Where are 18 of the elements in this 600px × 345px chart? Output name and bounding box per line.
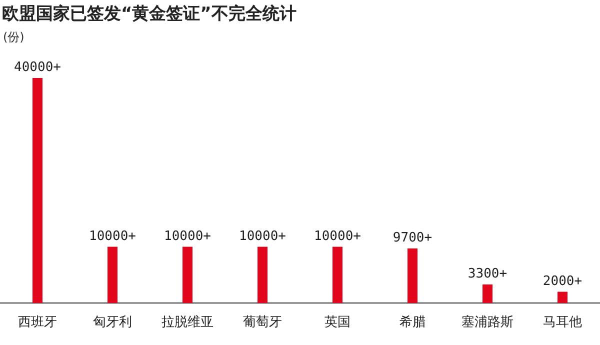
x-tick-label: 英国 xyxy=(324,315,350,330)
data-label: 10000+ xyxy=(239,228,286,244)
x-tick-label: 希腊 xyxy=(400,315,426,330)
x-tick-label: 塞浦路斯 xyxy=(462,314,514,330)
data-label: 10000+ xyxy=(164,228,212,244)
y-axis-title: (份) xyxy=(3,30,24,44)
data-label: 10000+ xyxy=(314,228,362,244)
data-label: 9700+ xyxy=(392,230,432,246)
x-tick-label: 拉脱维亚 xyxy=(162,315,214,330)
x-tick-label: 西班牙 xyxy=(18,315,57,330)
x-tick-label: 匈牙利 xyxy=(93,315,132,330)
data-label: 10000+ xyxy=(89,228,136,244)
x-tick-label: 马耳他 xyxy=(543,315,582,330)
data-label: 40000+ xyxy=(14,60,62,75)
x-tick-label: 葡萄牙 xyxy=(243,315,282,330)
data-label: 3300+ xyxy=(468,266,508,282)
data-label: 2000+ xyxy=(542,274,582,289)
chart-title: 欧盟国家已签发“黄金签证”不完全统计 xyxy=(2,4,296,24)
